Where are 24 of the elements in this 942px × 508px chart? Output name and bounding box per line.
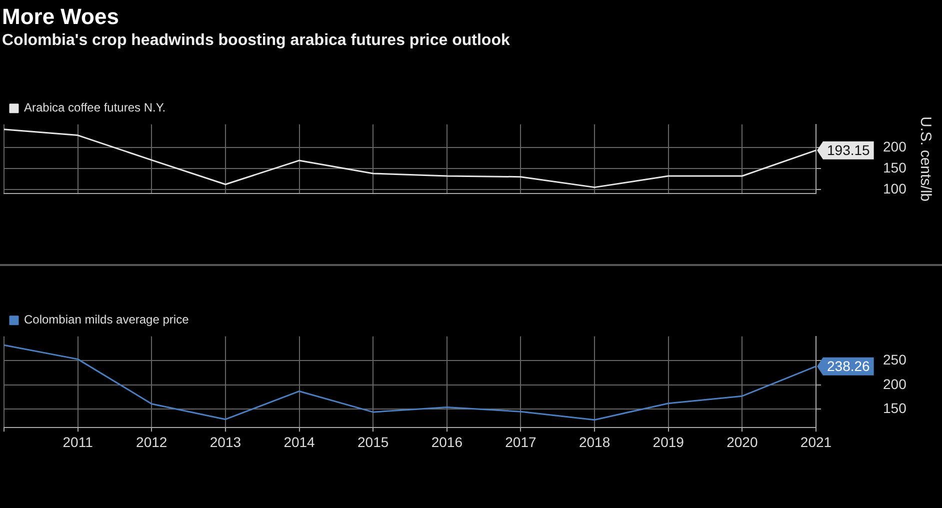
x-tick-label: 2015 (358, 434, 389, 450)
chart-subtitle: Colombia's crop headwinds boosting arabica futures price outlook (1, 31, 511, 51)
y-tick-label: 150 (883, 159, 907, 176)
x-tick-label: 2021 (800, 434, 832, 450)
y-tick-label: 250 (883, 352, 907, 368)
y-tick-label: 100 (883, 180, 907, 196)
x-tick-label: 2011 (62, 434, 94, 450)
x-tick-label: 2018 (578, 434, 610, 450)
legend-label: Arabica coffee futures N.Y. (24, 100, 166, 115)
x-tick-label: 2014 (284, 434, 316, 450)
y-tick-label: 200 (883, 138, 907, 154)
y-tick-label: 200 (883, 376, 907, 392)
legend-label: Colombian milds average price (24, 312, 190, 327)
x-tick-label: 2019 (652, 434, 684, 450)
x-tick-label: 2012 (136, 434, 168, 450)
x-tick-label: 2013 (210, 434, 242, 450)
x-tick-label: 2016 (431, 434, 463, 450)
data-label: 238.26 (827, 358, 870, 374)
data-label: 193.15 (827, 142, 870, 158)
x-tick-label: 2020 (726, 434, 758, 450)
y-axis-title: U.S. cents/lb (916, 116, 934, 202)
y-tick-label: 150 (883, 400, 907, 416)
x-tick-label: 2017 (505, 434, 537, 450)
chart-title: More Woes (1, 3, 120, 30)
